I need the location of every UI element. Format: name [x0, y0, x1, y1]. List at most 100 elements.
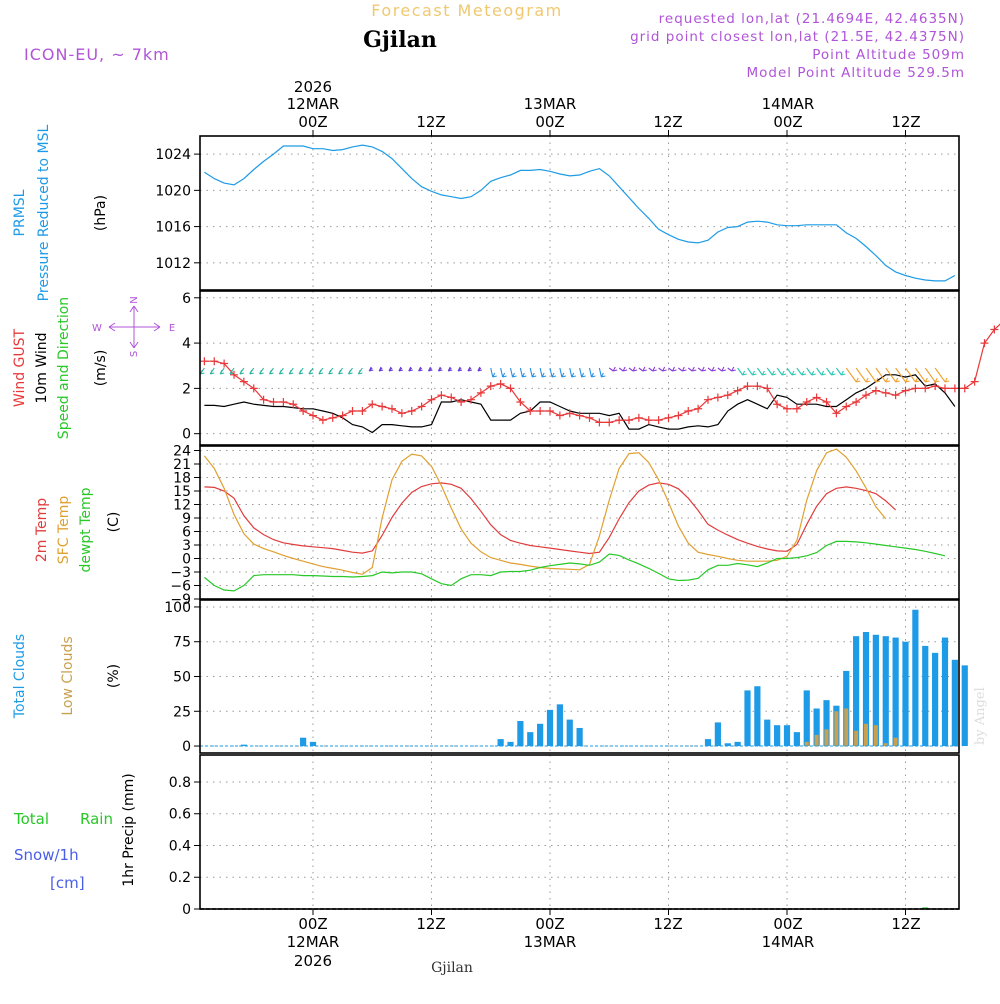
gust-marker: [595, 418, 604, 427]
snow-label: Snow/1h: [14, 846, 79, 864]
gust-marker: [526, 407, 535, 416]
model-label: ICON-EU, ~ 7km: [24, 45, 170, 64]
wind-direction-arrow: [338, 367, 344, 375]
clouds-ytick-label: 0: [182, 739, 191, 755]
gust-marker: [605, 418, 614, 427]
gust-marker: [555, 411, 564, 420]
panel-frames: [199, 130, 960, 915]
temp-unit: (C): [106, 512, 122, 533]
temperature-ytick-label: 18: [173, 471, 191, 487]
gust-marker: [546, 407, 554, 416]
total-cloud-bar: [813, 708, 820, 747]
total-cloud-bar: [309, 741, 317, 747]
wind-direction-arrow: [229, 367, 235, 375]
low-cloud-bar: [834, 711, 839, 747]
wind-direction-arrow: [219, 367, 225, 375]
wind-direction-arrow: [239, 367, 245, 375]
wind-direction-arrow: [308, 367, 314, 375]
gust-marker: [575, 411, 584, 420]
wind-direction-arrow: [816, 367, 826, 376]
wind-direction-arrow: [318, 367, 324, 375]
wind-direction-arrow: [618, 366, 628, 372]
wind-direction-arrow: [668, 366, 677, 372]
wind-direction-arrow: [378, 366, 384, 372]
gust-marker: [496, 379, 505, 388]
gust-marker: [289, 400, 298, 409]
gust-marker: [625, 416, 633, 425]
gust-marker: [960, 384, 969, 393]
wind-direction-arrow: [914, 367, 930, 383]
total-cloud-bar: [961, 665, 968, 747]
low-cloud-bar: [864, 723, 868, 747]
total-cloud-bar: [546, 709, 554, 747]
sfc-temp-line: [203, 448, 887, 575]
gust-marker: [536, 407, 545, 416]
gust-marker: [763, 384, 772, 393]
dewpt-label: dewpt Temp: [78, 487, 94, 572]
gust-marker: [565, 409, 574, 418]
location-title: Gjilan: [363, 27, 437, 53]
gust-marker: [378, 402, 387, 411]
prmsl-ytick-label: 1012: [155, 256, 191, 272]
total-cloud-bar: [872, 634, 879, 747]
gust-marker: [654, 416, 663, 425]
gust-marker: [733, 386, 742, 395]
total-cloud-bar: [704, 739, 712, 747]
gust-line: [204, 323, 1000, 423]
wind-direction-arrow: [796, 367, 807, 376]
total-clouds-label: Total Clouds: [12, 634, 28, 719]
gust-marker: [230, 370, 238, 379]
gust-marker: [970, 377, 979, 386]
gust-marker: [832, 409, 841, 418]
gust-marker: [753, 382, 762, 391]
wind-unit: (m/s): [93, 350, 109, 387]
gust-marker: [871, 386, 880, 395]
gust-marker: [447, 393, 456, 402]
top-hour-2: 00Z: [535, 113, 564, 131]
temperature-ytick-label: 21: [173, 457, 191, 473]
gust-marker: [792, 404, 801, 413]
gust-marker: [980, 339, 989, 348]
temperature-ytick-label: 15: [173, 484, 191, 500]
gust-marker: [634, 413, 643, 422]
temperature-ytick-label: 24: [173, 444, 191, 460]
gust-marker: [773, 400, 782, 409]
gust-marker: [348, 407, 357, 416]
total-rain-label: Total: [13, 810, 49, 828]
low-cloud-bar: [804, 741, 809, 747]
wind-direction-arrow: [529, 367, 537, 378]
wind-direction-arrow: [598, 367, 606, 378]
precipitation-ytick-label: 0.2: [169, 870, 191, 886]
gust-marker: [249, 384, 258, 393]
total-cloud-bar: [922, 645, 929, 747]
wind-ytick-label: 2: [182, 381, 191, 397]
wind-direction-arrow: [539, 367, 547, 378]
total-cloud-bar: [517, 721, 524, 747]
wind-direction-arrow: [278, 367, 284, 375]
gust-label: Wind GUST: [12, 328, 28, 407]
prmsl-ytick-label: 1016: [155, 220, 191, 236]
bottom-date-13mar: 13MAR: [524, 933, 577, 951]
wind-direction-arrow: [408, 366, 413, 372]
bottom-hour-2: 00Z: [535, 915, 564, 933]
wind-direction-arrow: [717, 366, 727, 372]
wind-direction-arrow: [776, 367, 787, 376]
wind-direction-arrow: [924, 367, 940, 383]
wind-direction-arrow: [588, 367, 596, 378]
total-cloud-bar: [882, 636, 889, 747]
wind-direction-arrow: [855, 367, 871, 383]
prmsl-desc-label: Pressure Reduced to MSL: [36, 124, 52, 301]
point-altitude: Point Altitude 509m: [812, 47, 965, 63]
low-cloud-bar: [844, 708, 849, 747]
pressure-line: [204, 144, 956, 282]
wind-direction-arrow: [199, 367, 205, 375]
gust-marker: [852, 397, 861, 406]
total-cloud-bar: [783, 725, 791, 747]
wind-direction-arrow: [658, 366, 667, 372]
temp2m-label: 2m Temp: [34, 498, 50, 562]
compass-north: N: [129, 296, 140, 303]
total-cloud-bar: [853, 636, 860, 747]
wind-direction-arrow: [437, 366, 443, 372]
wind-direction-arrow: [806, 367, 816, 376]
gust-marker: [713, 393, 722, 402]
